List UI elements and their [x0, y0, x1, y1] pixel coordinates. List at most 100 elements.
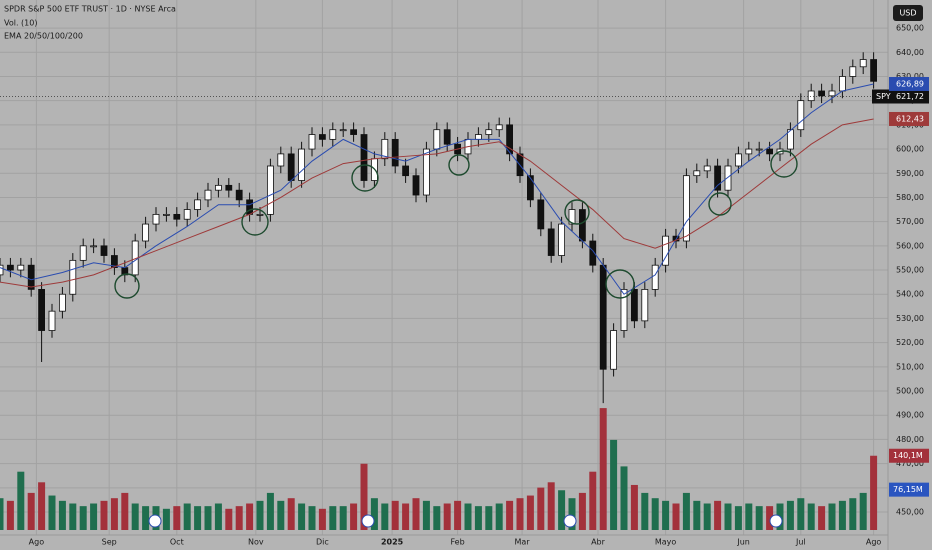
volume-bar: [350, 503, 358, 530]
volume-bar: [142, 506, 150, 530]
volume-bar: [474, 506, 482, 530]
volume-bar: [578, 492, 586, 530]
volume-bar: [786, 500, 794, 530]
candle-body: [391, 138, 399, 167]
volume-bar: [38, 482, 46, 530]
volume-bar: [360, 463, 368, 530]
candle-body: [402, 165, 410, 177]
candle-body: [48, 310, 56, 331]
candle-body: [173, 213, 181, 220]
candle-body: [59, 293, 66, 312]
volume-bar: [568, 498, 576, 530]
volume-bar: [298, 503, 306, 530]
candle-body: [579, 209, 586, 242]
candle-body: [17, 264, 25, 271]
volume-bar: [100, 500, 108, 530]
candle-body: [90, 245, 97, 248]
y-tick-label: 510,00: [896, 362, 924, 371]
candles: [0, 52, 877, 404]
candle-body: [495, 124, 503, 131]
volume-bar: [79, 506, 87, 530]
volume-bar: [610, 439, 618, 530]
candle-body: [724, 165, 732, 191]
volume-bar: [714, 500, 722, 530]
candle-body: [308, 134, 316, 150]
y-tick-label: 560,00: [896, 241, 924, 250]
candle-body: [818, 90, 825, 97]
y-tick-label: 590,00: [896, 169, 924, 178]
candle-body: [651, 264, 659, 290]
ema-label-box: [889, 76, 929, 91]
volume-label-box: [889, 448, 929, 463]
volume-bar: [849, 498, 857, 530]
volume-bar: [131, 503, 139, 530]
candle-body: [527, 175, 534, 201]
last-price-label: 621,72: [896, 92, 924, 101]
volume-bar: [110, 498, 118, 530]
volume-bar: [828, 503, 836, 530]
volume-bar: [17, 471, 25, 530]
y-tick-label: 480,00: [896, 435, 924, 444]
candle-body: [683, 175, 690, 242]
dividend-icon: [563, 514, 577, 528]
volume-bar: [69, 503, 77, 530]
axes: 450,00460,00470,00480,00490,00500,00510,…: [29, 24, 929, 547]
candle-body: [339, 129, 347, 132]
candle-body: [433, 129, 441, 150]
volume-bar: [651, 498, 659, 530]
x-tick-label: Dic: [316, 538, 329, 547]
volume-bar: [682, 492, 690, 530]
candle-body: [620, 288, 628, 331]
candle-body: [443, 129, 451, 145]
ema-label: 626,89: [896, 79, 924, 88]
y-tick-label: 570,00: [896, 217, 924, 226]
volume-bar: [547, 482, 555, 530]
circle: [448, 154, 470, 176]
candle-body: [214, 184, 222, 191]
candle-body: [537, 199, 545, 230]
volume-bar: [381, 503, 389, 530]
candle-body: [152, 213, 160, 225]
x-tick-label: Ago: [29, 538, 45, 547]
dividend-icon: [769, 514, 783, 528]
candle-body: [474, 134, 482, 140]
candle-body: [183, 209, 191, 220]
volume-bar: [755, 506, 763, 530]
candle-body: [381, 138, 389, 160]
y-tick-label: 540,00: [896, 290, 924, 299]
y-tick-label: 550,00: [896, 266, 924, 275]
volume-bar: [173, 506, 181, 530]
candle-body: [142, 223, 150, 242]
volume-bar: [422, 500, 430, 530]
volume-label: 140,1M: [893, 451, 923, 460]
candle-body: [350, 129, 358, 135]
y-tick-label: 520,00: [896, 338, 924, 347]
y-tick-label: 470,00: [896, 459, 924, 468]
volume-bar: [526, 495, 534, 530]
currency[interactable]: USD: [899, 9, 916, 18]
candle-body: [235, 189, 243, 201]
candle-body: [547, 228, 555, 256]
ema-label: 612,43: [896, 114, 924, 123]
candle-body: [27, 264, 35, 290]
candle-body: [693, 170, 701, 177]
grid: [0, 0, 888, 535]
candle-body: [703, 165, 711, 172]
circle: [351, 164, 379, 192]
x-tick-label: Mayo: [655, 538, 677, 547]
volume-bar: [204, 506, 212, 530]
volume-bar: [630, 484, 638, 530]
candle-body: [849, 66, 857, 77]
candle-body: [298, 148, 306, 181]
candle-body: [745, 148, 753, 155]
currency-box[interactable]: [893, 5, 923, 21]
candle-body: [329, 129, 337, 140]
y-tick-label: 500,00: [896, 387, 924, 396]
chart-title: SPDR S&P 500 ETF TRUST · 1D · NYSE Arca: [4, 5, 176, 14]
volume-ma-label: 76,15M: [893, 485, 923, 494]
ema-lines: [0, 83, 888, 295]
candle-body: [225, 184, 233, 191]
candle-body: [766, 148, 773, 155]
candle-body: [0, 264, 4, 276]
volume-bar: [818, 506, 826, 530]
